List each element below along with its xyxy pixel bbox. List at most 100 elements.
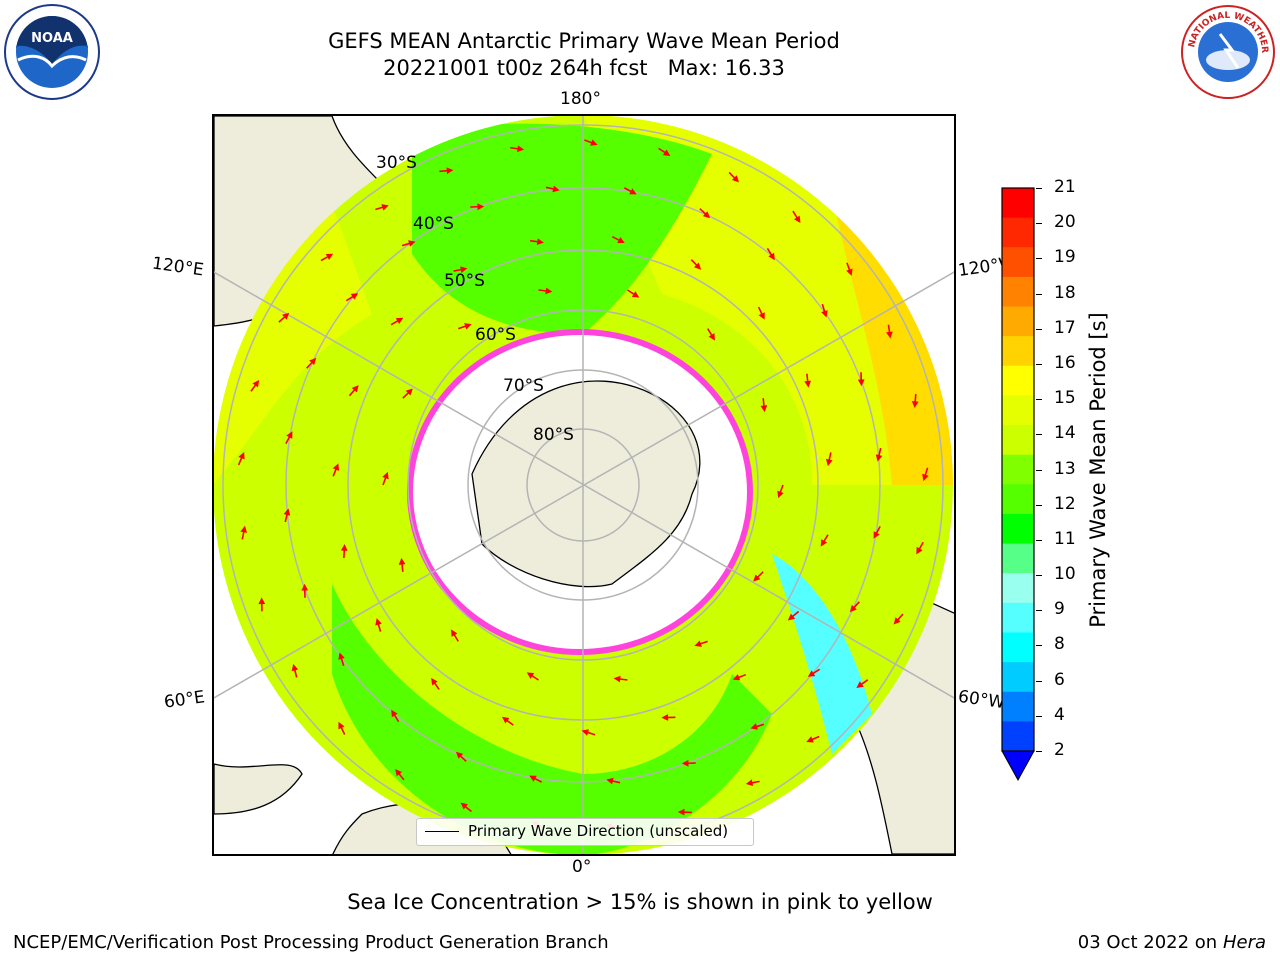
wave-direction-arrowhead xyxy=(398,557,406,565)
colorbar-segment xyxy=(1002,247,1034,278)
colorbar-tick-mark xyxy=(1036,504,1042,506)
madagascar-landmass xyxy=(214,763,303,815)
wave-direction-arrowhead xyxy=(825,458,833,467)
wave-direction-arrowhead xyxy=(460,266,468,274)
colorbar-tick-label: 18 xyxy=(1054,282,1076,303)
colorbar-segment xyxy=(1002,573,1034,604)
footer-machine: Hera xyxy=(1222,932,1266,953)
lat-label-40s: 40°S xyxy=(413,214,454,234)
colorbar-tick-label: 8 xyxy=(1054,634,1065,655)
colorbar-tick-mark xyxy=(1036,258,1042,260)
wave-direction-arrowhead xyxy=(301,583,309,591)
colorbar-segment xyxy=(1002,217,1034,248)
lat-label-50s: 50°S xyxy=(444,271,485,291)
map-subtitle: 20221001 t00z 264h fcst Max: 16.33 xyxy=(383,56,785,80)
colorbar-tick-label: 9 xyxy=(1054,599,1065,620)
colorbar-tick-mark xyxy=(1036,188,1042,189)
wave-direction-arrowhead xyxy=(282,312,290,320)
wave-direction-arrowhead xyxy=(613,675,621,683)
colorbar-segment xyxy=(1002,721,1034,752)
colorbar-segment xyxy=(1002,425,1034,456)
lon-label-60w: 60°W xyxy=(956,686,1007,714)
colorbar-segment xyxy=(1002,336,1034,367)
wave-direction-arrowhead xyxy=(893,617,901,625)
wave-direction-arrowhead xyxy=(804,380,812,388)
wave-direction-arrowhead xyxy=(702,211,711,219)
colorbar-tick-mark xyxy=(1036,575,1042,577)
colorbar-tick-label: 12 xyxy=(1054,493,1076,514)
colorbar-tick-label: 20 xyxy=(1054,212,1076,233)
colorbar-tick-mark xyxy=(1036,610,1042,612)
wave-direction-arrowhead xyxy=(460,802,468,810)
colorbar-segment xyxy=(1002,454,1034,485)
wave-direction-arrowhead xyxy=(617,236,625,244)
wave-direction-arrowhead xyxy=(693,262,702,270)
map-title: GEFS MEAN Antarctic Primary Wave Mean Pe… xyxy=(328,29,840,53)
colorbar-tick-mark xyxy=(1036,469,1042,471)
wave-direction-arrowhead xyxy=(258,597,266,605)
lon-label-180: 180° xyxy=(560,89,601,109)
wave-direction-arrowhead xyxy=(857,379,865,387)
colorbar-tick-label: 17 xyxy=(1054,317,1076,338)
lon-label-60e: 60°E xyxy=(162,687,207,713)
wave-direction-arrowhead xyxy=(916,546,923,555)
wave-direction-arrowhead xyxy=(631,291,640,298)
colorbar-tick-mark xyxy=(1036,434,1042,436)
colorbar-tick-label: 4 xyxy=(1054,704,1065,725)
lon-label-0: 0° xyxy=(572,857,592,877)
wave-direction-arrowhead xyxy=(526,672,535,679)
colorbar-tick-label: 13 xyxy=(1054,458,1076,479)
wave-direction-arrowhead xyxy=(391,709,398,718)
map-frame xyxy=(212,114,956,856)
wave-direction-arrowhead xyxy=(753,574,761,582)
colorbar-tick-label: 6 xyxy=(1054,669,1065,690)
wave-direction-arrowhead xyxy=(446,167,454,175)
wave-direction-arrowhead xyxy=(732,674,741,681)
colorbar-tick-mark xyxy=(1036,751,1042,752)
wave-direction-arrowhead xyxy=(350,293,359,300)
lat-label-60s: 60°S xyxy=(475,325,516,345)
wave-direction-arrowhead xyxy=(821,310,828,318)
map-legend: Primary Wave Direction (unscaled) xyxy=(416,818,754,846)
colorbar-tick-label: 2 xyxy=(1054,740,1065,760)
colorbar-tick-label: 14 xyxy=(1054,423,1076,444)
colorbar-segment xyxy=(1002,365,1034,396)
wave-direction-arrowhead xyxy=(745,779,754,787)
wave-direction-arrowhead xyxy=(536,238,544,246)
colorbar-segment xyxy=(1002,602,1034,633)
lat-label-70s: 70°S xyxy=(503,376,544,396)
colorbar-segment xyxy=(1002,632,1034,663)
wave-direction-arrowhead xyxy=(545,287,553,295)
wave-direction-arrowhead xyxy=(517,145,525,153)
wave-direction-arrowhead xyxy=(431,677,438,686)
wave-direction-arrowhead xyxy=(806,736,814,743)
wave-direction-arrowhead xyxy=(807,670,816,677)
wave-direction-arrowhead xyxy=(768,252,775,261)
colorbar-tick-mark xyxy=(1036,645,1042,647)
colorbar-tick-mark xyxy=(1036,293,1042,295)
wave-direction-arrowhead xyxy=(661,714,669,721)
wave-direction-arrowhead xyxy=(681,759,689,767)
polar-map xyxy=(212,114,956,856)
colorbar-tick-mark xyxy=(1036,399,1042,401)
colorbar-tick-label: 16 xyxy=(1054,352,1076,373)
colorbar-tick-mark xyxy=(1036,328,1042,330)
wave-direction-arrowhead xyxy=(405,388,413,396)
wave-direction-arrowhead xyxy=(677,808,685,816)
wave-direction-arrowhead xyxy=(451,629,458,637)
colorbar-tick-mark xyxy=(1036,363,1042,365)
wave-direction-arrowhead xyxy=(886,331,893,339)
wave-direction-arrowhead xyxy=(875,454,883,462)
colorbar-tick-mark xyxy=(1036,223,1042,225)
wave-direction-arrowhead xyxy=(351,385,359,393)
wave-direction-arrowhead xyxy=(856,681,864,688)
wave-direction-arrowhead xyxy=(820,539,828,547)
wave-direction-arrowhead xyxy=(694,640,702,647)
colorbar-segment xyxy=(1002,306,1034,337)
graticule xyxy=(214,116,954,854)
sea-ice-note: Sea Ice Concentration > 15% is shown in … xyxy=(347,890,933,914)
colorbar-tick-label: 19 xyxy=(1054,247,1076,268)
wave-direction-arrowhead xyxy=(529,775,537,782)
colorbar-tick-label: 21 xyxy=(1054,177,1076,197)
lat-label-80s: 80°S xyxy=(533,425,574,445)
